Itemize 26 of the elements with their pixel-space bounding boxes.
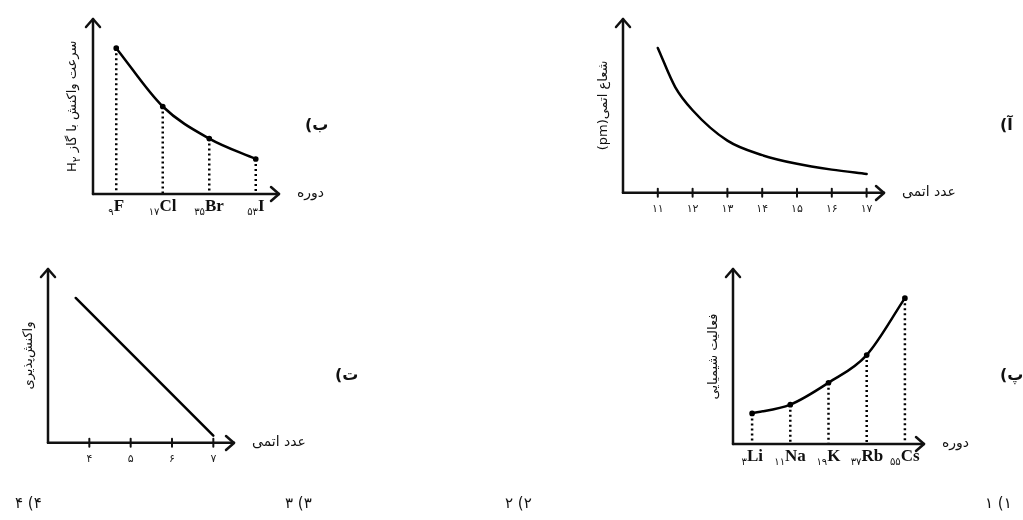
- x-tick-label: ۱۱: [651, 202, 664, 216]
- text: ۱ (۱: [985, 494, 1012, 512]
- x-tick-label: ۵: [127, 452, 134, 466]
- x-tick-label: ۱۴: [756, 202, 769, 216]
- x-axis-title: عدد اتمی: [902, 182, 956, 199]
- text: آ): [1000, 114, 1013, 134]
- x-tick-label: ۷: [210, 452, 217, 466]
- x-axis-title: دوره: [942, 434, 970, 450]
- x-tick-label: ۱۷: [860, 202, 873, 216]
- y-axis-title: واکنش‌پذیری: [20, 321, 36, 390]
- x-tick-label: ۱۵: [791, 202, 803, 216]
- x-tick-label: ۴: [86, 452, 93, 466]
- y-axis-title: شعاع اتمی(pm): [595, 61, 611, 151]
- text: ۴ (۴: [15, 494, 42, 512]
- text: ب): [305, 115, 329, 135]
- x-tick-label: ۱۲: [686, 202, 699, 216]
- y-axis-title: فعالیت شیمیایی: [705, 313, 721, 400]
- x-axis-title: دوره: [297, 184, 325, 200]
- x-tick-label: ۱۶: [825, 202, 838, 216]
- text: ت): [335, 364, 359, 384]
- text: ۲ (۲: [505, 494, 532, 512]
- x-tick-label: ۱۳: [721, 202, 734, 216]
- x-axis-title: عدد اتمی: [252, 432, 306, 449]
- text: پ): [1000, 365, 1023, 385]
- x-tick-label: ۶: [169, 452, 175, 466]
- text: ۳ (۳: [285, 494, 312, 512]
